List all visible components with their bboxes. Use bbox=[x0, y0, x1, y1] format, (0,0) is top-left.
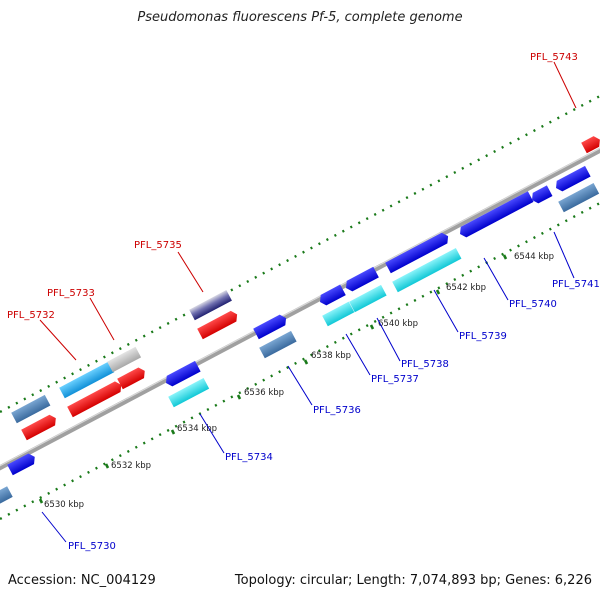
gene-arrow[interactable] bbox=[59, 361, 115, 399]
scale-label-6534: 6534 kbp bbox=[177, 424, 217, 434]
scale-label-6536: 6536 kbp bbox=[244, 388, 284, 398]
gene-arrow[interactable] bbox=[581, 134, 600, 154]
major-ticks bbox=[38, 254, 508, 504]
gene-arrow[interactable] bbox=[457, 191, 534, 239]
gene-label-pfl-5730[interactable]: PFL_5730 bbox=[68, 541, 116, 552]
gene-arrow[interactable] bbox=[163, 360, 201, 388]
gene-arrow[interactable] bbox=[0, 486, 13, 506]
genome-backbone bbox=[0, 147, 600, 471]
gene-label-pfl-5734[interactable]: PFL_5734 bbox=[225, 452, 273, 463]
gene-label-pfl-5740[interactable]: PFL_5740 bbox=[509, 299, 557, 310]
gene-arrow[interactable] bbox=[558, 182, 600, 213]
gene-arrow[interactable] bbox=[253, 313, 289, 340]
upper-tick-track bbox=[0, 94, 600, 414]
gene-arrow[interactable] bbox=[117, 366, 147, 390]
gene-features bbox=[0, 134, 600, 506]
lower-tick-track bbox=[0, 201, 600, 521]
gene-arrow[interactable] bbox=[322, 301, 355, 327]
gene-arrow[interactable] bbox=[7, 452, 37, 476]
gene-label-pfl-5732[interactable]: PFL_5732 bbox=[7, 310, 55, 321]
gene-arrow[interactable] bbox=[67, 380, 124, 418]
accession-text: Accession: NC_004129 bbox=[8, 573, 156, 588]
gene-arrow[interactable] bbox=[553, 165, 591, 193]
topology-text: Topology: circular; Length: 7,074,893 bp… bbox=[234, 573, 592, 588]
scale-label-6542: 6542 kbp bbox=[446, 283, 486, 293]
gene-arrow[interactable] bbox=[317, 284, 346, 308]
scale-label-6544: 6544 kbp bbox=[514, 252, 554, 262]
gene-label-pfl-5735[interactable]: PFL_5735 bbox=[134, 240, 182, 251]
gene-label-pfl-5739[interactable]: PFL_5739 bbox=[459, 331, 507, 342]
gene-arrow[interactable] bbox=[11, 394, 51, 424]
gene-label-pfl-5736[interactable]: PFL_5736 bbox=[313, 405, 361, 416]
gene-arrow[interactable] bbox=[189, 290, 232, 321]
scale-label-6540: 6540 kbp bbox=[378, 319, 418, 329]
gene-arrow[interactable] bbox=[349, 284, 387, 313]
gene-label-pfl-5733[interactable]: PFL_5733 bbox=[47, 288, 95, 299]
gene-label-pfl-5741[interactable]: PFL_5741 bbox=[552, 279, 600, 290]
gene-label-pfl-5743[interactable]: PFL_5743 bbox=[530, 52, 578, 63]
gene-arrow[interactable] bbox=[343, 266, 379, 294]
scale-label-6530: 6530 kbp bbox=[44, 500, 84, 510]
gene-arrow[interactable] bbox=[21, 413, 58, 441]
gene-arrow[interactable] bbox=[392, 248, 462, 293]
gene-arrow[interactable] bbox=[107, 346, 142, 373]
gene-arrow[interactable] bbox=[385, 231, 451, 274]
gene-label-pfl-5738[interactable]: PFL_5738 bbox=[401, 359, 449, 370]
gene-arrow[interactable] bbox=[259, 330, 297, 359]
map-title: Pseudomonas fluorescens Pf-5, complete g… bbox=[137, 10, 463, 25]
gene-arrow[interactable] bbox=[168, 377, 210, 408]
gene-arrow[interactable] bbox=[197, 309, 240, 340]
gene-label-pfl-5737[interactable]: PFL_5737 bbox=[371, 374, 419, 385]
scale-label-6532: 6532 kbp bbox=[111, 461, 151, 471]
label-leaders bbox=[39, 61, 577, 543]
scale-label-6538: 6538 kbp bbox=[311, 351, 351, 361]
gene-arrow[interactable] bbox=[529, 185, 553, 205]
